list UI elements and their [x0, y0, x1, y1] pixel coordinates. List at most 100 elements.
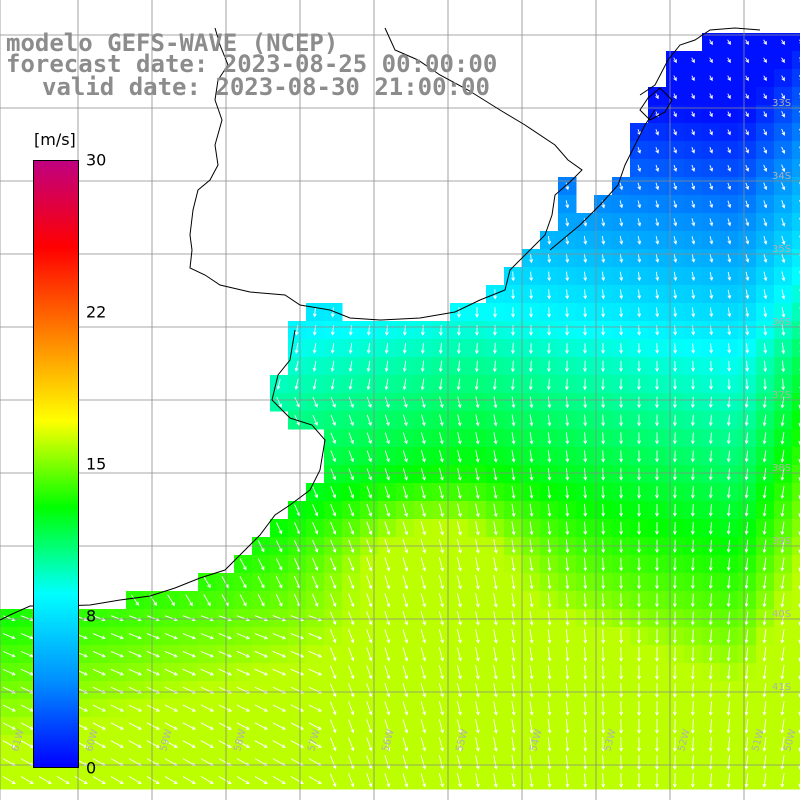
wind-arrow: [709, 182, 714, 190]
wind-arrow: [348, 683, 355, 698]
wind-arrow: [583, 521, 588, 536]
wind-speed-cell: [792, 213, 800, 232]
wind-arrow: [745, 307, 750, 318]
wind-arrow: [565, 701, 570, 716]
wind-arrow: [402, 521, 409, 536]
colorbar-tick-15: 15: [86, 454, 107, 474]
lat-label: 37S: [772, 390, 791, 401]
wind-arrow: [780, 773, 785, 788]
wind-arrow: [673, 360, 678, 372]
wind-arrow: [565, 611, 570, 626]
wind-arrow: [164, 668, 178, 676]
wind-arrow: [511, 755, 516, 770]
wind-arrow: [745, 182, 750, 190]
wind-arrow: [529, 647, 534, 662]
wind-arrow: [511, 701, 516, 716]
wind-arrow: [529, 719, 534, 734]
wind-arrow: [475, 611, 480, 626]
wind-arrow: [492, 378, 497, 391]
wind-arrow: [708, 629, 713, 644]
wind-arrow: [583, 701, 588, 716]
wind-arrow: [294, 378, 299, 391]
wind-arrow: [709, 39, 713, 46]
wind-arrow: [329, 737, 337, 752]
wind-speed-cell: [792, 267, 800, 286]
wind-arrow: [583, 575, 588, 590]
wind-arrow: [727, 182, 732, 190]
wind-arrow: [655, 414, 659, 427]
wind-arrow: [330, 504, 337, 517]
wind-arrow: [366, 755, 373, 770]
wind-arrow: [384, 342, 389, 355]
wind-arrow: [420, 719, 427, 734]
wind-arrow: [708, 683, 713, 698]
wind-arrow: [475, 432, 480, 445]
wind-arrow: [619, 593, 624, 608]
wind-speed-cell: [792, 357, 800, 376]
wind-arrow: [655, 360, 659, 373]
wind-arrow: [366, 683, 373, 698]
wind-arrow: [583, 755, 588, 770]
wind-arrow: [402, 468, 408, 481]
wind-arrow: [691, 307, 696, 318]
wind-arrow: [182, 704, 197, 712]
wind-arrow: [330, 360, 335, 373]
wind-arrow: [511, 593, 516, 608]
wind-arrow: [745, 253, 750, 263]
wind-arrow: [330, 575, 337, 590]
wind-arrow: [726, 737, 731, 752]
wind-arrow: [781, 93, 785, 100]
wind-arrow: [565, 629, 570, 644]
wind-arrow: [308, 650, 323, 658]
wind-arrow: [619, 450, 624, 463]
wind-arrow: [546, 378, 551, 391]
wind-arrow: [384, 396, 390, 409]
wind-arrow: [275, 522, 283, 535]
wind-arrow: [708, 665, 713, 680]
wind-arrow: [780, 737, 785, 752]
wind-arrow: [727, 361, 732, 372]
wind-speed-cell: [792, 447, 800, 466]
wind-arrow: [475, 485, 480, 500]
wind-arrow: [672, 575, 677, 590]
wind-arrow: [619, 611, 624, 626]
wind-arrow: [384, 360, 389, 373]
wind-arrow: [92, 650, 106, 658]
wind-arrow: [637, 701, 641, 716]
wind-arrow: [673, 182, 678, 191]
wind-arrow: [709, 253, 714, 263]
wind-arrow: [308, 704, 323, 712]
wind-arrow: [727, 271, 732, 281]
wind-arrow: [619, 719, 624, 734]
wind-arrow: [708, 396, 713, 409]
wind-arrow: [420, 503, 426, 518]
wind-arrow: [164, 776, 178, 784]
wind-arrow: [619, 521, 624, 536]
wind-arrow: [384, 611, 391, 626]
wind-arrow: [565, 647, 570, 662]
wind-arrow: [511, 307, 515, 318]
wind-arrow: [708, 737, 713, 752]
wind-arrow: [637, 414, 641, 427]
wind-arrow: [511, 485, 516, 500]
wind-arrow: [366, 396, 372, 408]
wind-arrow: [691, 218, 696, 227]
wind-arrow: [708, 701, 713, 716]
wind-arrow: [456, 647, 462, 662]
wind-arrow: [510, 342, 515, 355]
wind-arrow: [672, 665, 677, 680]
wind-arrow: [763, 200, 768, 209]
wind-arrow: [384, 485, 390, 499]
wind-speed-cell: [792, 303, 800, 322]
wind-arrow: [547, 737, 552, 752]
wind-arrow: [366, 432, 372, 445]
wind-arrow: [637, 396, 641, 409]
wind-speed-cell: [792, 123, 800, 142]
wind-arrow: [637, 557, 641, 572]
wind-arrow: [384, 575, 391, 590]
wind-speed-cell: [792, 69, 800, 88]
wind-arrow: [763, 93, 767, 100]
wind-arrow: [601, 396, 606, 409]
wind-arrow: [744, 647, 749, 662]
wind-arrow: [601, 289, 606, 300]
